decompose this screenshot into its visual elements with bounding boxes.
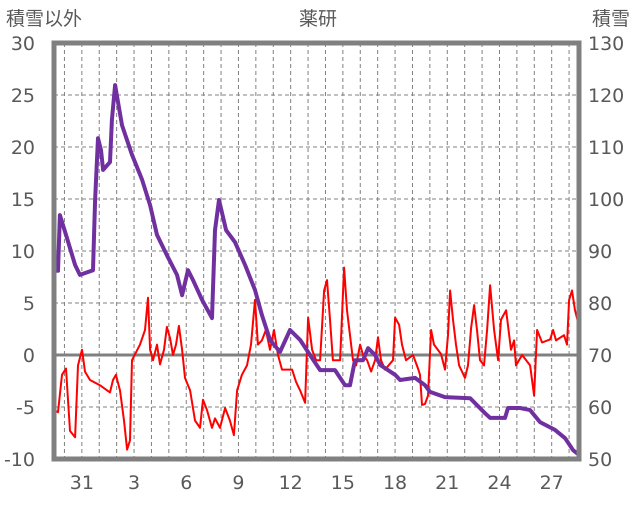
chart-title: 薬研 bbox=[299, 8, 337, 30]
right-tick-label: 90 bbox=[588, 241, 612, 263]
left-axis-title: 積雪以外 bbox=[6, 8, 82, 30]
x-tick-label: 9 bbox=[232, 472, 244, 494]
left-tick-label: -5 bbox=[16, 397, 35, 419]
x-tick-label: 3 bbox=[128, 472, 140, 494]
left-tick-label: 15 bbox=[11, 189, 35, 211]
left-tick-label: 0 bbox=[23, 345, 35, 367]
left-tick-label: 5 bbox=[23, 293, 35, 315]
right-tick-label: 80 bbox=[588, 293, 612, 315]
right-tick-label: 130 bbox=[588, 33, 624, 55]
x-tick-label: 15 bbox=[331, 472, 355, 494]
right-tick-label: 50 bbox=[588, 449, 612, 471]
gridlines bbox=[54, 43, 579, 459]
right-tick-label: 100 bbox=[588, 189, 624, 211]
right-tick-label: 60 bbox=[588, 397, 612, 419]
x-tick-label: 12 bbox=[279, 472, 303, 494]
x-tick-label: 6 bbox=[180, 472, 192, 494]
series-lines bbox=[53, 83, 581, 457]
x-tick-label: 18 bbox=[383, 472, 407, 494]
left-tick-label: 25 bbox=[11, 85, 35, 107]
right-tick-label: 110 bbox=[588, 137, 624, 159]
x-tick-label: 31 bbox=[70, 472, 94, 494]
left-tick-label: 10 bbox=[11, 241, 35, 263]
plot-frame bbox=[51, 40, 582, 462]
left-tick-label: -10 bbox=[4, 449, 35, 471]
left-tick-label: 20 bbox=[11, 137, 35, 159]
x-tick-label: 24 bbox=[487, 472, 511, 494]
right-tick-label: 70 bbox=[588, 345, 612, 367]
right-axis-title: 積雪 bbox=[592, 8, 630, 30]
right-tick-label: 120 bbox=[588, 85, 624, 107]
left-tick-label: 30 bbox=[11, 33, 35, 55]
series-line-snow bbox=[54, 83, 581, 457]
tick-labels: 302520151050-5-1013012011010090807060503… bbox=[4, 33, 624, 494]
x-tick-label: 21 bbox=[435, 472, 459, 494]
series-line-other bbox=[53, 266, 580, 451]
x-tick-label: 27 bbox=[540, 472, 564, 494]
